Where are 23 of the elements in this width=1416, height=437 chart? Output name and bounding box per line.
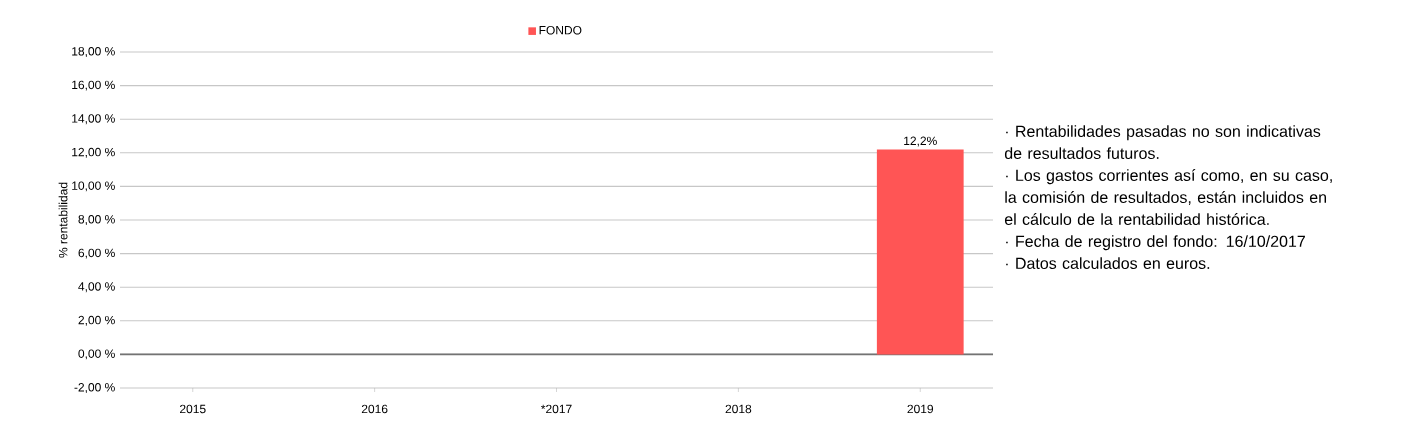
y-tick-label: 16,00 % <box>72 80 115 91</box>
y-tick-label: 8,00 % <box>78 215 115 225</box>
data-label: 12,2% <box>904 136 937 147</box>
x-tick-label: *2017 <box>541 404 572 414</box>
x-tick-label: 2018 <box>725 404 752 414</box>
y-tick-label: 6,00 % <box>78 248 115 259</box>
y-tick-label: 14,00 % <box>72 114 115 125</box>
y-axis-title: % rentabilidad <box>58 182 68 258</box>
text: · Fecha de registro del fondo: 16/10/2017 <box>1006 235 1305 251</box>
y-tick-label: 4,00 % <box>78 282 115 293</box>
text: · Datos calculados en euros. <box>1006 257 1210 269</box>
y-tick-label: 10,00 % <box>72 181 115 192</box>
y-tick-label: -2,00 % <box>74 383 115 393</box>
y-tick-label: 12,00 % <box>72 147 115 158</box>
text: · Los gastos corrientes así como, en su caso, la comisión de resultados, están incluidos en el cálculo de la rentabilidad histórica. <box>1004 169 1332 225</box>
y-tick-label: 2,00 % <box>78 315 115 326</box>
y-tick-label: 18,00 % <box>72 47 115 57</box>
x-tick-label: 2019 <box>907 404 934 414</box>
y-tick-label: 0,00 % <box>78 349 115 360</box>
text: · Rentabilidades pasadas no son indicativas de resultados futuros. <box>1004 125 1321 160</box>
legend-label: FONDO <box>539 25 582 35</box>
x-tick-label: 2016 <box>361 404 388 414</box>
x-tick-label: 2015 <box>180 404 206 414</box>
